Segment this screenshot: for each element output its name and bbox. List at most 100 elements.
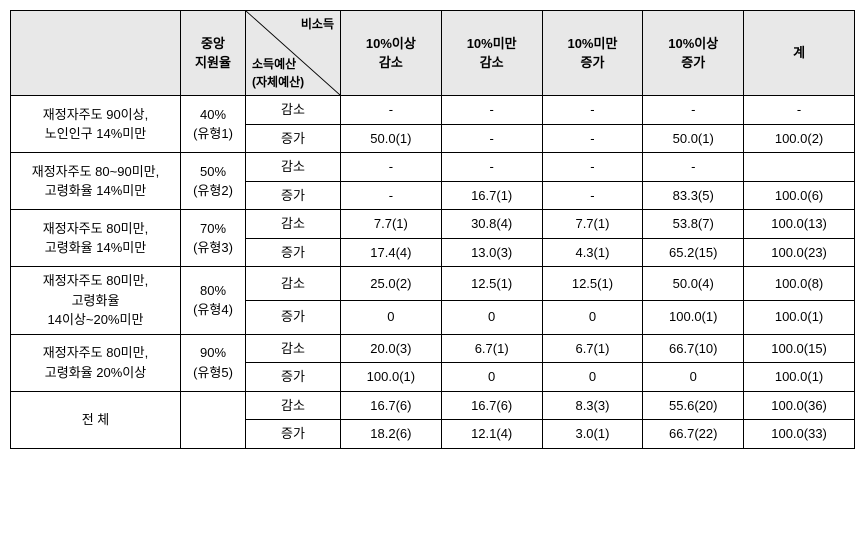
type-cell: 증가 bbox=[246, 181, 341, 210]
rate-cell: 40%(유형1) bbox=[181, 96, 246, 153]
value-cell: 50.0(4) bbox=[643, 267, 744, 301]
value-cell: 12.1(4) bbox=[441, 420, 542, 449]
type-cell: 감소 bbox=[246, 267, 341, 301]
type-cell: 증가 bbox=[246, 238, 341, 267]
value-cell: 0 bbox=[441, 363, 542, 392]
value-cell: 17.4(4) bbox=[341, 238, 442, 267]
value-cell bbox=[744, 153, 855, 182]
header-diagonal: 비소득 소득예산(자체예산) bbox=[246, 11, 341, 96]
value-cell: 100.0(23) bbox=[744, 238, 855, 267]
table-row: 재정자주도 90이상,노인인구 14%미만40%(유형1)감소----- bbox=[11, 96, 855, 125]
value-cell: 7.7(1) bbox=[542, 210, 643, 239]
value-cell: - bbox=[341, 181, 442, 210]
type-cell: 감소 bbox=[246, 391, 341, 420]
type-cell: 증가 bbox=[246, 420, 341, 449]
value-cell: - bbox=[643, 96, 744, 125]
value-cell: 3.0(1) bbox=[542, 420, 643, 449]
value-cell: 100.0(36) bbox=[744, 391, 855, 420]
category-cell: 전 체 bbox=[11, 391, 181, 448]
value-cell: 66.7(10) bbox=[643, 334, 744, 363]
value-cell: 6.7(1) bbox=[542, 334, 643, 363]
value-cell: - bbox=[441, 96, 542, 125]
value-cell: - bbox=[744, 96, 855, 125]
category-cell: 재정자주도 80미만,고령화율 20%이상 bbox=[11, 334, 181, 391]
value-cell: 30.8(4) bbox=[441, 210, 542, 239]
table-row: 재정자주도 80~90미만,고령화율 14%미만50%(유형2)감소---- bbox=[11, 153, 855, 182]
rate-cell bbox=[181, 391, 246, 448]
value-cell: - bbox=[441, 153, 542, 182]
value-cell: 100.0(2) bbox=[744, 124, 855, 153]
type-cell: 감소 bbox=[246, 210, 341, 239]
table-row: 재정자주도 80미만,고령화율 20%이상90%(유형5)감소20.0(3)6.… bbox=[11, 334, 855, 363]
value-cell: 25.0(2) bbox=[341, 267, 442, 301]
value-cell: 18.2(6) bbox=[341, 420, 442, 449]
value-cell: 8.3(3) bbox=[542, 391, 643, 420]
value-cell: 13.0(3) bbox=[441, 238, 542, 267]
value-cell: 20.0(3) bbox=[341, 334, 442, 363]
value-cell: 0 bbox=[542, 300, 643, 334]
value-cell: 0 bbox=[542, 363, 643, 392]
type-cell: 증가 bbox=[246, 363, 341, 392]
value-cell: 66.7(22) bbox=[643, 420, 744, 449]
value-cell: - bbox=[341, 153, 442, 182]
rate-cell: 90%(유형5) bbox=[181, 334, 246, 391]
value-cell: 4.3(1) bbox=[542, 238, 643, 267]
type-cell: 증가 bbox=[246, 124, 341, 153]
value-cell: 0 bbox=[441, 300, 542, 334]
header-c5: 계 bbox=[744, 11, 855, 96]
value-cell: 100.0(1) bbox=[643, 300, 744, 334]
header-c1: 10%이상감소 bbox=[341, 11, 442, 96]
type-cell: 감소 bbox=[246, 96, 341, 125]
value-cell: 0 bbox=[643, 363, 744, 392]
table-row: 전 체감소16.7(6)16.7(6)8.3(3)55.6(20)100.0(3… bbox=[11, 391, 855, 420]
value-cell: 55.6(20) bbox=[643, 391, 744, 420]
value-cell: 16.7(6) bbox=[441, 391, 542, 420]
value-cell: 100.0(1) bbox=[341, 363, 442, 392]
table-row: 재정자주도 80미만,고령화율14이상~20%미만80%(유형4)감소25.0(… bbox=[11, 267, 855, 301]
value-cell: 100.0(13) bbox=[744, 210, 855, 239]
value-cell: 6.7(1) bbox=[441, 334, 542, 363]
value-cell: - bbox=[542, 96, 643, 125]
value-cell: 100.0(8) bbox=[744, 267, 855, 301]
value-cell: 12.5(1) bbox=[441, 267, 542, 301]
header-c3: 10%미만증가 bbox=[542, 11, 643, 96]
value-cell: 100.0(33) bbox=[744, 420, 855, 449]
type-cell: 증가 bbox=[246, 300, 341, 334]
diag-bottom-label: 소득예산(자체예산) bbox=[252, 55, 304, 91]
value-cell: 100.0(15) bbox=[744, 334, 855, 363]
value-cell: 100.0(1) bbox=[744, 363, 855, 392]
rate-cell: 70%(유형3) bbox=[181, 210, 246, 267]
value-cell: 12.5(1) bbox=[542, 267, 643, 301]
value-cell: 100.0(1) bbox=[744, 300, 855, 334]
value-cell: 50.0(1) bbox=[643, 124, 744, 153]
value-cell: - bbox=[542, 124, 643, 153]
diag-top-label: 비소득 bbox=[301, 15, 334, 33]
table-row: 재정자주도 80미만,고령화율 14%미만70%(유형3)감소7.7(1)30.… bbox=[11, 210, 855, 239]
rate-cell: 50%(유형2) bbox=[181, 153, 246, 210]
type-cell: 감소 bbox=[246, 153, 341, 182]
header-rate: 중앙지원율 bbox=[181, 11, 246, 96]
value-cell: 53.8(7) bbox=[643, 210, 744, 239]
header-blank bbox=[11, 11, 181, 96]
header-row: 중앙지원율 비소득 소득예산(자체예산) 10%이상감소 10%미만감소 10%… bbox=[11, 11, 855, 96]
type-cell: 감소 bbox=[246, 334, 341, 363]
header-c4: 10%이상증가 bbox=[643, 11, 744, 96]
category-cell: 재정자주도 80미만,고령화율14이상~20%미만 bbox=[11, 267, 181, 335]
value-cell: - bbox=[643, 153, 744, 182]
value-cell: 50.0(1) bbox=[341, 124, 442, 153]
value-cell: 100.0(6) bbox=[744, 181, 855, 210]
category-cell: 재정자주도 80~90미만,고령화율 14%미만 bbox=[11, 153, 181, 210]
value-cell: 0 bbox=[341, 300, 442, 334]
value-cell: 16.7(6) bbox=[341, 391, 442, 420]
value-cell: 7.7(1) bbox=[341, 210, 442, 239]
category-cell: 재정자주도 90이상,노인인구 14%미만 bbox=[11, 96, 181, 153]
value-cell: 83.3(5) bbox=[643, 181, 744, 210]
value-cell: 16.7(1) bbox=[441, 181, 542, 210]
category-cell: 재정자주도 80미만,고령화율 14%미만 bbox=[11, 210, 181, 267]
header-c2: 10%미만감소 bbox=[441, 11, 542, 96]
value-cell: - bbox=[441, 124, 542, 153]
value-cell: - bbox=[341, 96, 442, 125]
value-cell: - bbox=[542, 181, 643, 210]
value-cell: 65.2(15) bbox=[643, 238, 744, 267]
rate-cell: 80%(유형4) bbox=[181, 267, 246, 335]
